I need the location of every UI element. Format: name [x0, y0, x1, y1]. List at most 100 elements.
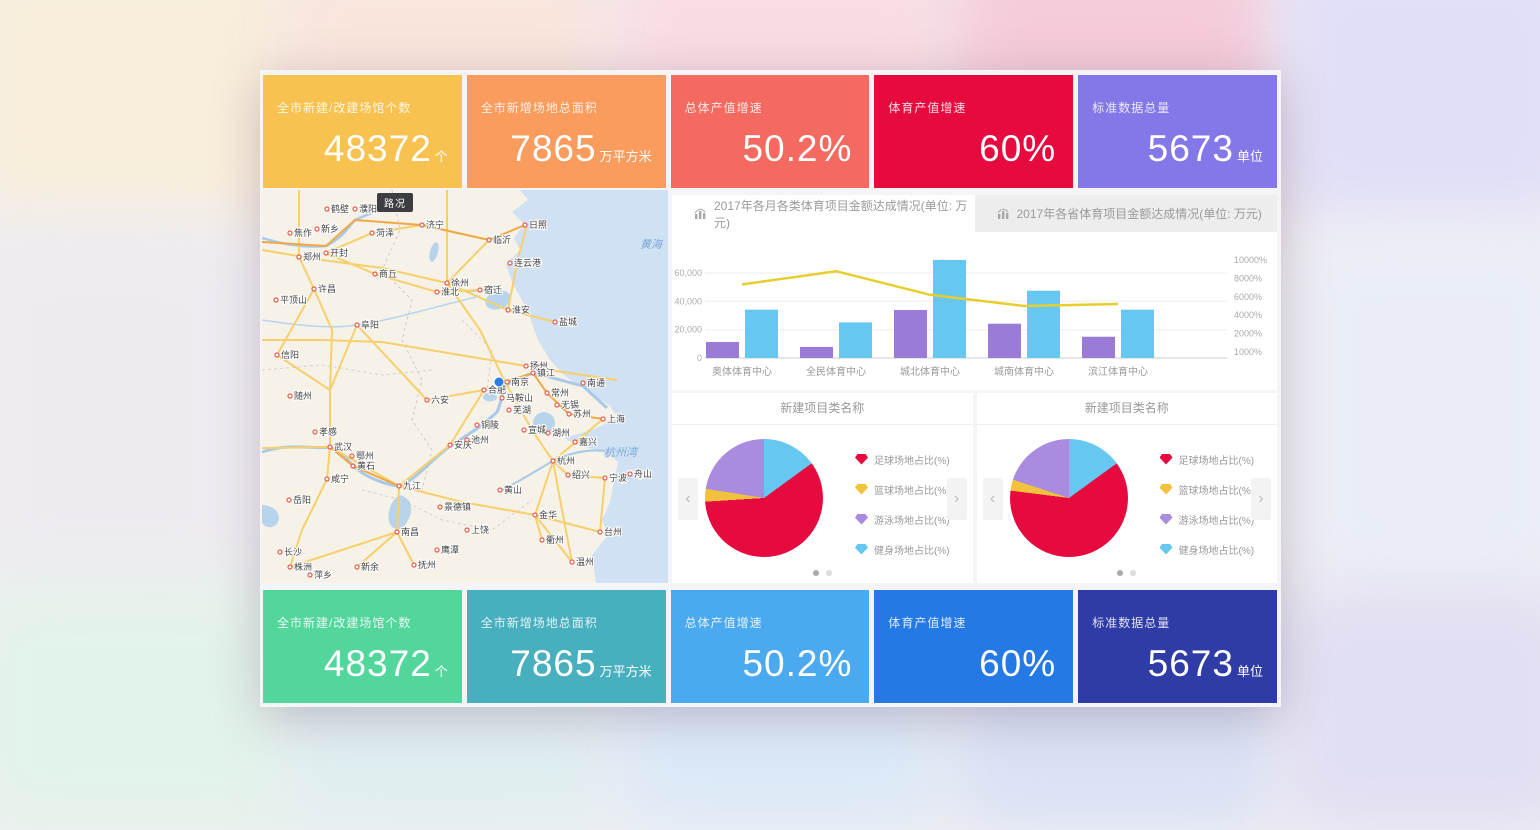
svg-text:衢州: 衢州 [546, 534, 564, 545]
tab-province-amount[interactable]: 2017年各省体育项目金额达成情况(单位: 万元) [975, 195, 1278, 232]
carousel-dots [977, 570, 1278, 576]
map-city-label: 上饶 [464, 523, 490, 536]
map-city-label: 株洲 [287, 560, 313, 573]
svg-text:商丘: 商丘 [379, 268, 397, 279]
map-city-label: 随州 [287, 389, 313, 402]
svg-text:阜阳: 阜阳 [361, 319, 379, 330]
pie-panel-2: 新建项目类名称 足球场地占比(%) 篮球场地占比(%) 游泳场地占比(%) 健身场地占… [976, 393, 1278, 583]
legend-label: 游泳场地占比(%) [1178, 515, 1255, 527]
stat-card-title: 总体产值增速 [684, 101, 763, 115]
map-city-label: 衢州 [539, 533, 565, 546]
carousel-next-button[interactable]: › [946, 478, 967, 520]
stat-card-value: 60% [979, 128, 1057, 169]
svg-text:信阳: 信阳 [281, 349, 299, 360]
traffic-button[interactable]: 路况 [377, 193, 413, 212]
map-city-label: 阜阳 [354, 318, 380, 331]
legend-item[interactable]: 游泳场地占比(%) [1159, 509, 1255, 529]
pie-chart [1009, 439, 1128, 557]
svg-text:绍兴: 绍兴 [572, 469, 590, 480]
stat-card-row-top: 全市新建/改建场馆个数 48372 个 全市新增场地总面积 7865 万平方米 总体… [263, 75, 1277, 188]
map-city-label: 新乡 [314, 222, 340, 235]
legend-item[interactable]: 游泳场地占比(%) [855, 509, 950, 529]
stat-card-growth: 总体产值增速 50.2% [670, 590, 870, 703]
legend-item[interactable]: 健身场地占比(%) [855, 539, 950, 559]
svg-text:舟山: 舟山 [634, 468, 652, 479]
map-city-label: 金华 [532, 508, 558, 521]
svg-text:盐城: 盐城 [559, 316, 577, 327]
map-city-label: 济宁 [419, 218, 445, 231]
svg-text:黄石: 黄石 [357, 460, 375, 471]
svg-text:温州: 温州 [576, 557, 594, 567]
map-city-label: 岳阳 [286, 493, 312, 506]
legend-item[interactable]: 篮球场地占比(%) [1159, 479, 1254, 499]
svg-text:抚州: 抚州 [418, 559, 436, 570]
svg-text:2000%: 2000% [1234, 329, 1262, 339]
map-city-label: 临沂 [486, 233, 512, 246]
legend-item[interactable]: 篮球场地占比(%) [855, 479, 950, 499]
bar-line-chart: 60,000 40,000 20,000 0 10000% 8000% 6000% 4000%… [672, 232, 1277, 390]
map-city-label: 长沙 [277, 545, 303, 558]
carousel-dot[interactable] [825, 570, 832, 576]
stat-card-title: 总体产值增速 [684, 616, 763, 630]
carousel-prev-button[interactable]: ‹ [678, 478, 698, 520]
legend-item[interactable]: 足球场地占比(%) [1159, 449, 1254, 469]
map-city-label: 舟山 [627, 467, 653, 480]
stat-card-value: 7865 万平方米 [510, 128, 652, 169]
stat-card-projects: 全市新建/改建场馆个数 48372 个 [263, 590, 462, 703]
svg-text:芜湖: 芜湖 [513, 404, 531, 415]
legend-label: 足球场地占比(%) [874, 455, 950, 467]
map-city-label: 咸宁 [324, 472, 350, 485]
svg-text:郑州: 郑州 [303, 251, 321, 262]
svg-text:扬州: 扬州 [530, 360, 548, 371]
map-city-label: 濮阳 [352, 202, 378, 215]
svg-text:鹤壁: 鹤壁 [331, 203, 349, 214]
legend-label: 健身场地占比(%) [874, 545, 950, 557]
svg-text:马鞍山: 马鞍山 [506, 392, 533, 403]
map-city-label: 焦作 [287, 226, 313, 239]
svg-text:连云港: 连云港 [514, 257, 541, 268]
carousel-prev-button[interactable]: ‹ [982, 478, 1003, 520]
legend-label: 篮球场地占比(%) [874, 485, 950, 497]
carousel-dot[interactable] [1130, 570, 1137, 576]
carousel-dot[interactable] [1117, 570, 1124, 576]
legend-marker-icon [855, 513, 868, 525]
map-city-label: 常州 [544, 386, 570, 399]
legend-item[interactable]: 健身场地占比(%) [1159, 539, 1254, 559]
map-city-label: 六安 [424, 393, 450, 406]
pie-title: 新建项目类名称 [672, 393, 973, 425]
stat-card-value: 5673 单位 [1147, 643, 1263, 684]
map-city-label: 铜陵 [474, 418, 500, 431]
svg-text:临沂: 临沂 [493, 234, 511, 245]
backdrop-blob [1280, 0, 1540, 220]
stat-card-units: 标准数据总量 5673 单位 [1078, 590, 1277, 703]
svg-text:新余: 新余 [361, 561, 379, 572]
tab-monthly-amount[interactable]: 2017年各月各类体育项目金额达成情况(单位: 万元) [672, 195, 975, 232]
svg-text:宿迁: 宿迁 [484, 284, 502, 295]
svg-text:城北体育中心: 城北体育中心 [900, 365, 960, 378]
carousel-dot[interactable] [812, 570, 819, 576]
svg-text:平顶山: 平顶山 [280, 295, 307, 305]
map-city-label: 鹤壁 [324, 202, 350, 215]
stat-card-area: 全市新增场地总面积 7865 万平方米 [466, 590, 666, 703]
svg-text:宁波: 宁波 [609, 472, 627, 483]
svg-text:全民体育中心: 全民体育中心 [806, 365, 866, 378]
map-location-marker[interactable] [493, 376, 505, 388]
map-city-label: 萍乡 [307, 569, 333, 581]
map-city-label: 温州 [569, 556, 595, 568]
map-city-label: 无锡 [554, 399, 580, 411]
carousel-next-button[interactable]: › [1251, 478, 1271, 520]
map-city-label: 杭州 [550, 454, 576, 467]
map-city-label: 宿迁 [477, 283, 503, 296]
svg-text:8000%: 8000% [1234, 273, 1262, 283]
china-map[interactable]: 鹤壁 濮阳 菏泽 济宁 新乡 焦作 郑州 开封 商丘 徐州 淮北 许昌 平顶山 临沂 日照 连云港 宿迁 淮安 盐城… [262, 190, 668, 583]
map-city-label: 淮安 [505, 303, 531, 316]
svg-text:鹰潭: 鹰潭 [441, 544, 459, 555]
svg-text:6000%: 6000% [1234, 292, 1262, 302]
legend-item[interactable]: 足球场地占比(%) [855, 449, 950, 469]
svg-text:嘉兴: 嘉兴 [579, 436, 597, 447]
stat-card-title: 全市新建/改建场馆个数 [277, 101, 412, 115]
pie-legend: 足球场地占比(%) 篮球场地占比(%) 游泳场地占比(%) 健身场地占比(%) [1159, 449, 1255, 569]
tab-label: 2017年各月各类体育项目金额达成情况(单位: 万元) [714, 198, 968, 230]
svg-text:新乡: 新乡 [321, 223, 339, 234]
